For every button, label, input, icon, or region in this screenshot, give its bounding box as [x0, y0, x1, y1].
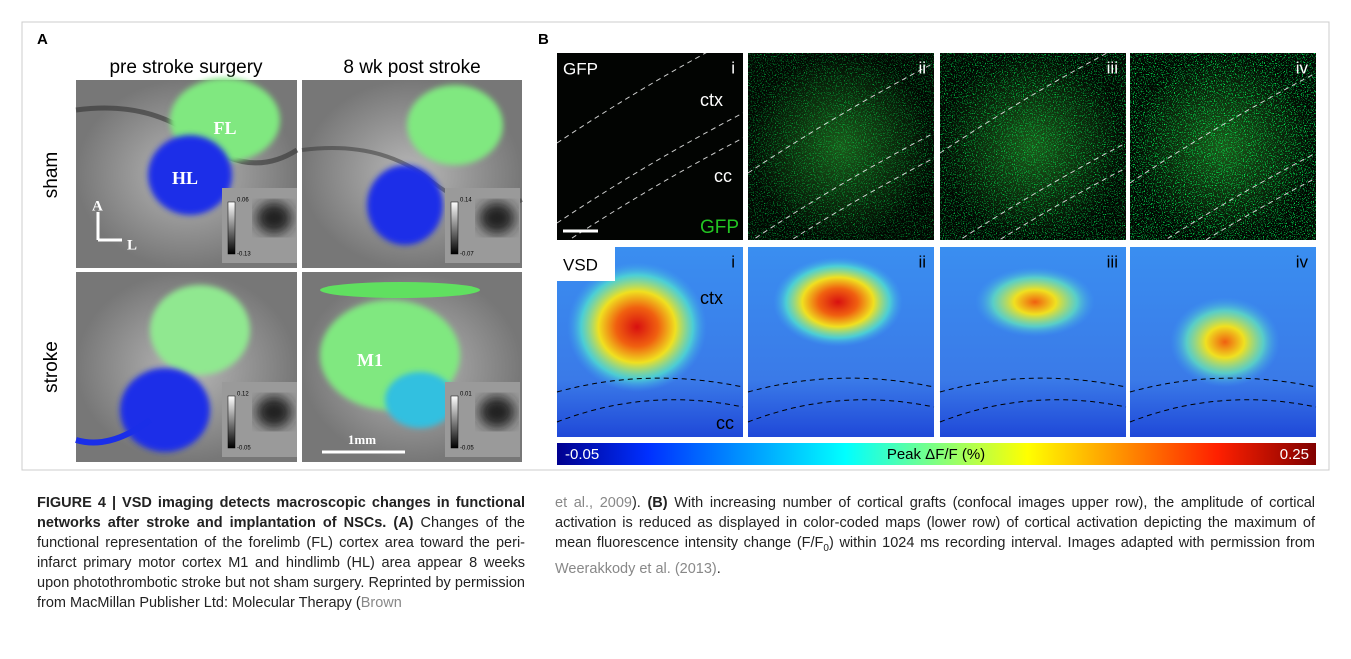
figure: A pre stroke surgery 8 wk post stroke sh…: [21, 21, 1330, 471]
inset-scale-max: 0.14: [460, 198, 472, 204]
panel-numeral: iii: [1107, 252, 1118, 271]
vsd-image: i: [556, 247, 744, 437]
inset-scale-max: 0.12: [237, 392, 249, 398]
inset-scale-min: -0.13: [237, 252, 251, 258]
inset: 0.06 -0.13: [222, 188, 297, 263]
panel-numeral: iii: [1107, 58, 1118, 77]
scale-bar-label: 1mm: [348, 432, 376, 447]
inset-scale-max: 0.06: [237, 198, 249, 204]
region-label: HL: [172, 168, 198, 188]
region-label: FL: [213, 118, 236, 138]
caption-right: et al., 2009). (B) With increasing numbe…: [555, 493, 1315, 579]
inset-scale-min: -0.05: [237, 446, 251, 452]
region-label: M1: [357, 350, 383, 370]
panel-numeral: i: [731, 252, 735, 271]
gfp-image: ii: [747, 53, 935, 269]
region-label: ctx: [700, 288, 723, 308]
gfp-image: iii: [939, 42, 1127, 279]
inset-scale-max: 0.01: [460, 392, 472, 398]
colorbar-max: 0.25: [1280, 446, 1309, 463]
inset: 0.12 -0.05: [222, 382, 297, 457]
vsd-image: iv: [1129, 247, 1317, 437]
caption-text: (B): [647, 495, 668, 511]
caption-left: FIGURE 4 | VSD imaging detects macroscop…: [37, 493, 525, 613]
region-label: cc: [716, 413, 734, 433]
region-label: ctx: [700, 90, 723, 110]
column-title: pre stroke surgery: [109, 57, 263, 78]
colorbar: [557, 443, 1316, 465]
row-label: sham: [41, 152, 62, 198]
row-label: VSD: [563, 255, 598, 274]
gfp-image: i: [556, 32, 744, 249]
caption-text: (A): [386, 515, 414, 531]
caption-text: ).: [631, 495, 648, 511]
citation-link[interactable]: et al., 2009: [555, 495, 632, 511]
stain-label: GFP: [700, 217, 739, 238]
vsd-image: iii: [939, 247, 1127, 437]
region-label: cc: [714, 166, 732, 186]
axis-label: L: [127, 237, 137, 253]
inset: 0.01 -0.05: [445, 382, 520, 457]
citation-link[interactable]: Weerakkody et al. (2013): [555, 560, 717, 577]
inset: 0.14 -0.07: [445, 188, 520, 263]
caption-text: Changes of the functional representation…: [37, 515, 525, 611]
panel-numeral: iv: [1296, 252, 1309, 271]
panel-numeral: ii: [918, 252, 926, 271]
caption-text: ) within 1024 ms recording interval. Ima…: [828, 535, 1315, 551]
panel-label: A: [37, 31, 48, 48]
caption-text: 0: [823, 542, 829, 554]
inset-scale-min: -0.05: [460, 446, 474, 452]
citation-link[interactable]: Brown: [360, 595, 402, 611]
column-title: 8 wk post stroke: [343, 57, 480, 78]
colorbar-min: -0.05: [565, 446, 599, 463]
panel-numeral: iv: [1296, 58, 1309, 77]
panel-numeral: ii: [918, 58, 926, 77]
axis-label: A: [92, 198, 103, 214]
colorbar-title: Peak ΔF/F (%): [887, 446, 985, 463]
row-label: stroke: [41, 341, 62, 393]
gfp-image: iv: [1129, 53, 1317, 289]
panel-numeral: i: [731, 58, 735, 77]
caption-text: FIGURE 4 | VSD imaging detects macroscop…: [37, 495, 525, 531]
vsd-image: ii: [747, 247, 935, 437]
caption-text: With increasing number of cortical graft…: [555, 495, 1315, 551]
panel-label: B: [538, 31, 549, 48]
inset-scale-min: -0.07: [460, 252, 474, 258]
caption-text: .: [716, 560, 721, 577]
row-label: GFP: [563, 59, 598, 78]
figure-frame: [21, 21, 1330, 471]
